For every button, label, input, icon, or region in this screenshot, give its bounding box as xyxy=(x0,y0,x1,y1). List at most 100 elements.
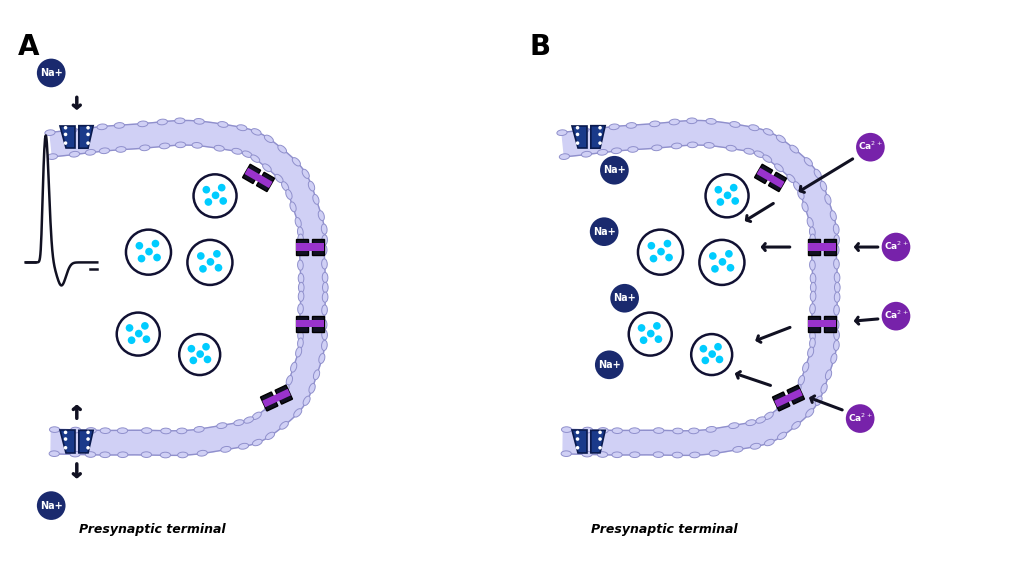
Ellipse shape xyxy=(198,450,207,456)
Ellipse shape xyxy=(733,446,743,452)
Ellipse shape xyxy=(252,439,262,446)
Ellipse shape xyxy=(672,143,682,149)
Circle shape xyxy=(598,431,602,434)
Circle shape xyxy=(86,446,90,449)
Ellipse shape xyxy=(795,384,801,393)
Circle shape xyxy=(882,233,910,262)
FancyBboxPatch shape xyxy=(772,392,790,411)
Ellipse shape xyxy=(45,130,55,135)
Ellipse shape xyxy=(276,392,284,401)
Ellipse shape xyxy=(244,417,254,423)
Ellipse shape xyxy=(323,272,328,283)
Ellipse shape xyxy=(318,211,325,221)
Ellipse shape xyxy=(803,362,809,372)
Circle shape xyxy=(598,437,602,441)
FancyBboxPatch shape xyxy=(768,172,786,192)
Circle shape xyxy=(629,313,672,355)
Ellipse shape xyxy=(161,428,171,434)
FancyBboxPatch shape xyxy=(256,172,274,192)
Circle shape xyxy=(699,240,744,285)
FancyBboxPatch shape xyxy=(311,316,324,332)
Ellipse shape xyxy=(774,164,783,172)
Ellipse shape xyxy=(282,181,289,191)
Ellipse shape xyxy=(559,154,569,160)
Circle shape xyxy=(727,264,734,272)
Ellipse shape xyxy=(298,338,303,348)
Ellipse shape xyxy=(830,211,837,221)
Ellipse shape xyxy=(194,119,204,124)
Ellipse shape xyxy=(821,384,827,393)
Ellipse shape xyxy=(175,118,185,124)
Ellipse shape xyxy=(297,227,303,237)
Circle shape xyxy=(575,437,580,441)
Polygon shape xyxy=(60,430,75,453)
Ellipse shape xyxy=(612,452,623,457)
Circle shape xyxy=(86,132,90,136)
Circle shape xyxy=(647,329,654,338)
Polygon shape xyxy=(79,126,93,148)
Circle shape xyxy=(653,322,660,329)
Text: Na+: Na+ xyxy=(603,165,626,175)
Ellipse shape xyxy=(628,147,638,152)
Ellipse shape xyxy=(139,145,150,151)
Ellipse shape xyxy=(557,130,567,135)
Ellipse shape xyxy=(710,450,719,456)
Circle shape xyxy=(575,431,580,434)
Ellipse shape xyxy=(283,384,289,393)
Ellipse shape xyxy=(47,154,57,160)
Circle shape xyxy=(86,126,90,130)
Ellipse shape xyxy=(286,190,292,199)
Ellipse shape xyxy=(834,224,839,234)
Circle shape xyxy=(719,258,726,266)
Ellipse shape xyxy=(295,218,301,228)
Ellipse shape xyxy=(322,340,328,351)
Ellipse shape xyxy=(231,149,242,154)
Ellipse shape xyxy=(794,181,801,191)
Polygon shape xyxy=(591,430,605,453)
Circle shape xyxy=(654,335,663,343)
Ellipse shape xyxy=(118,452,128,457)
Ellipse shape xyxy=(810,234,815,244)
Circle shape xyxy=(691,334,732,375)
Circle shape xyxy=(179,334,220,375)
Ellipse shape xyxy=(830,354,837,363)
Ellipse shape xyxy=(71,427,81,433)
Text: Ca$^{2+}$: Ca$^{2+}$ xyxy=(884,309,908,321)
Circle shape xyxy=(610,284,639,313)
Ellipse shape xyxy=(630,452,640,457)
Circle shape xyxy=(711,265,719,272)
Circle shape xyxy=(730,184,737,191)
Ellipse shape xyxy=(597,149,607,155)
Ellipse shape xyxy=(764,439,774,446)
Ellipse shape xyxy=(726,145,736,151)
Ellipse shape xyxy=(561,451,571,457)
Ellipse shape xyxy=(116,147,126,152)
Circle shape xyxy=(141,322,148,329)
Ellipse shape xyxy=(193,142,202,148)
FancyBboxPatch shape xyxy=(275,385,293,404)
Ellipse shape xyxy=(67,127,77,133)
Ellipse shape xyxy=(291,362,297,372)
Circle shape xyxy=(590,217,618,246)
FancyBboxPatch shape xyxy=(787,385,805,404)
Ellipse shape xyxy=(137,121,147,127)
Ellipse shape xyxy=(834,340,840,351)
Ellipse shape xyxy=(834,320,839,329)
Ellipse shape xyxy=(809,227,815,237)
Circle shape xyxy=(856,133,885,161)
Ellipse shape xyxy=(274,175,283,183)
Ellipse shape xyxy=(834,259,840,269)
Ellipse shape xyxy=(303,396,310,406)
Circle shape xyxy=(657,248,665,256)
Ellipse shape xyxy=(798,190,804,199)
Circle shape xyxy=(215,264,222,272)
Circle shape xyxy=(137,255,145,263)
Ellipse shape xyxy=(730,122,740,127)
Ellipse shape xyxy=(687,142,697,147)
Ellipse shape xyxy=(298,291,304,301)
Ellipse shape xyxy=(298,273,304,283)
Ellipse shape xyxy=(97,124,108,130)
Ellipse shape xyxy=(804,158,812,166)
Ellipse shape xyxy=(322,305,328,315)
Ellipse shape xyxy=(627,123,637,128)
